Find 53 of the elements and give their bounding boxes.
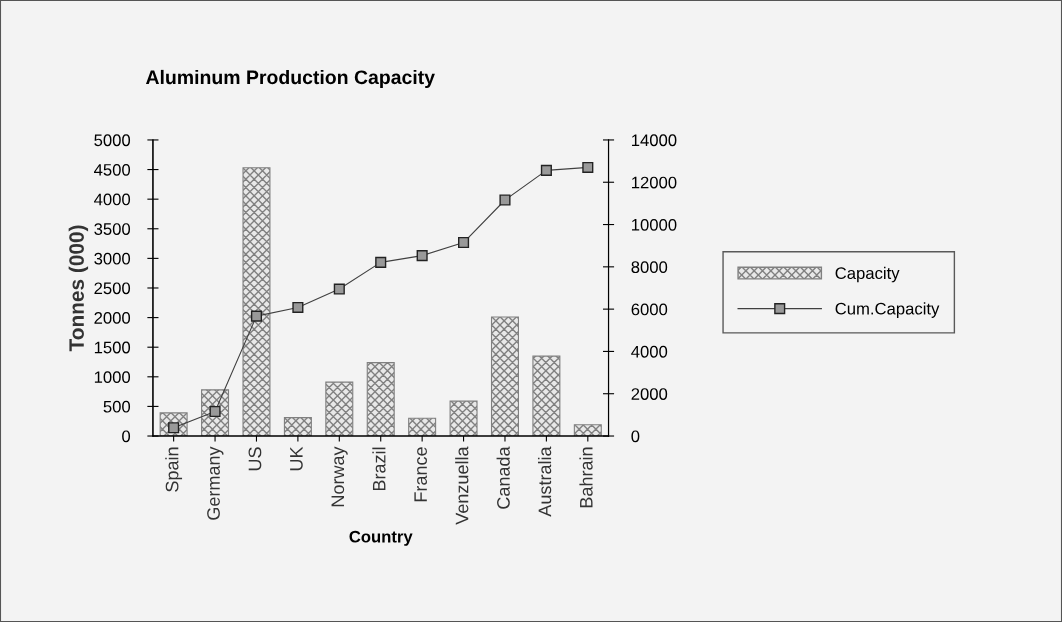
x-axis-title: Country — [349, 530, 413, 546]
legend-label: Cum.Capacity — [835, 302, 940, 318]
x-tick-label: Australia — [537, 446, 552, 517]
y-tick-label: 5000 — [94, 134, 131, 147]
y-tick-label: 2000 — [94, 311, 131, 324]
y-tick-label: 4000 — [94, 193, 131, 206]
y2-tick-label: 4000 — [631, 345, 668, 358]
bar — [490, 316, 519, 437]
y-tick-label: 3000 — [94, 252, 131, 265]
point — [333, 283, 345, 295]
y-tick-label: 500 — [103, 400, 131, 413]
y-tick-label: 3500 — [94, 223, 131, 235]
x-tick-label: Germany — [207, 446, 224, 520]
point — [582, 161, 594, 173]
y-tick-label: 2500 — [94, 282, 131, 295]
point — [375, 256, 387, 268]
bar — [366, 362, 395, 437]
y2-tick-label: 12000 — [632, 176, 677, 189]
chart-title: Aluminum Production Capacity — [145, 69, 435, 88]
y2-tick-label: 8000 — [631, 261, 668, 274]
bar — [325, 381, 354, 437]
legend-label: Capacity — [835, 266, 900, 283]
y2-tick-label: 10000 — [632, 218, 677, 231]
bar — [242, 167, 271, 437]
y2-tick-label: 0 — [631, 430, 640, 443]
point — [292, 301, 304, 313]
bar — [573, 424, 602, 437]
x-tick-label: UK — [290, 446, 303, 471]
y-axis-title: Tonnes (000) — [68, 225, 89, 352]
x-tick-label: France — [414, 447, 427, 502]
y-tick-label: 1500 — [94, 341, 131, 354]
bar — [449, 400, 478, 437]
x-tick-label: Brazil — [372, 447, 386, 491]
y2-tick-label: 2000 — [631, 388, 668, 400]
point — [458, 236, 470, 249]
y-tick-label: 0 — [122, 430, 131, 443]
x-tick-label: Canada — [496, 446, 510, 509]
point — [499, 194, 511, 206]
bar — [408, 417, 437, 437]
bar — [283, 417, 312, 437]
point — [540, 164, 552, 176]
x-tick-label: Norway — [331, 446, 348, 507]
point — [250, 310, 263, 322]
y-tick-label: 1000 — [94, 371, 131, 384]
y2-tick-label: 6000 — [631, 303, 668, 316]
x-tick-label: Bahrain — [579, 447, 593, 508]
x-tick-label: Venzuella — [455, 446, 469, 525]
bar — [532, 355, 561, 437]
x-tick-label: Spain — [165, 447, 183, 492]
point — [416, 250, 428, 262]
y2-tick-label: 14000 — [632, 134, 677, 147]
x-tick-label: US — [248, 447, 262, 471]
y-tick-label: 4500 — [94, 163, 131, 176]
